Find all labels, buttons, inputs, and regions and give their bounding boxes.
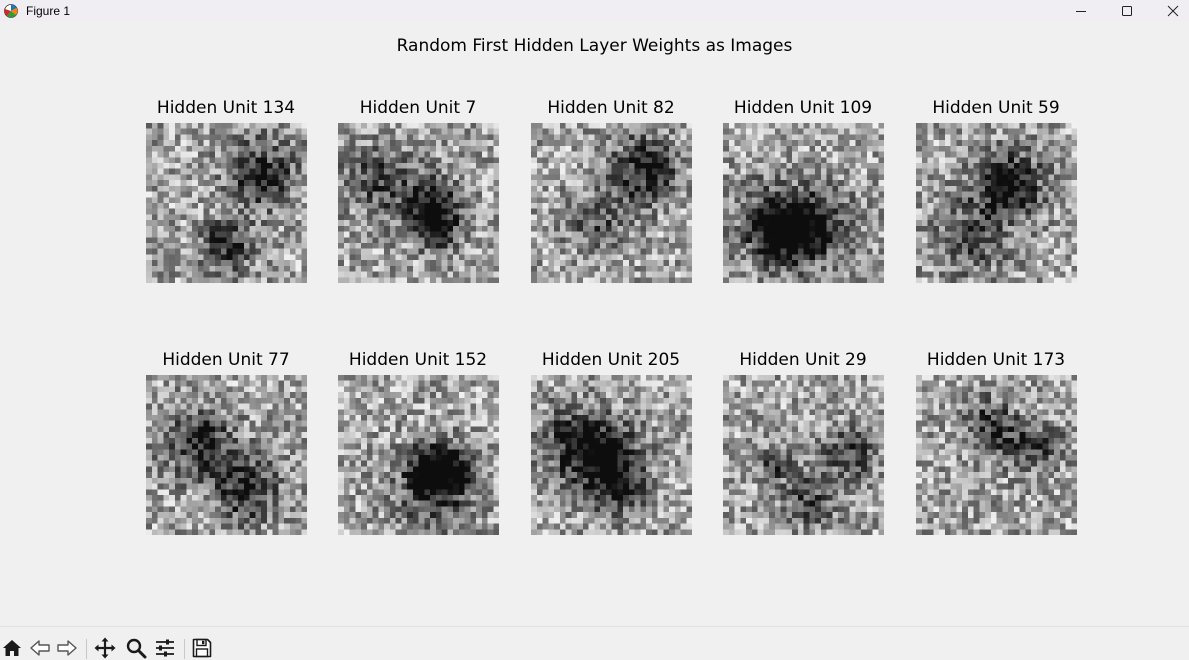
zoom-icon [126, 638, 147, 659]
home-icon [3, 640, 21, 656]
home-button[interactable] [0, 636, 24, 660]
save-button[interactable] [190, 636, 214, 660]
weight-image [338, 375, 499, 535]
maximize-button[interactable] [1104, 0, 1150, 22]
subplot-title: Hidden Unit 173 [926, 350, 1066, 370]
minimize-icon [1076, 11, 1086, 12]
save-icon [192, 638, 212, 658]
window-title: Figure 1 [26, 4, 71, 18]
weight-image [723, 123, 884, 283]
subplot-title: Hidden Unit 29 [739, 350, 867, 370]
configure-subplots-icon [156, 639, 174, 657]
forward-icon [57, 640, 77, 656]
figure-suptitle: Random First Hidden Layer Weights as Ima… [396, 36, 793, 56]
toolbar-separator [184, 639, 185, 659]
zoom-button[interactable] [124, 636, 148, 660]
weight-image [338, 123, 499, 283]
toolbar-separator [86, 639, 87, 659]
navigation-toolbar [0, 626, 1189, 660]
subplot-title: Hidden Unit 77 [162, 350, 290, 370]
weight-image [531, 375, 692, 535]
subplot-title: Hidden Unit 109 [733, 98, 873, 118]
weight-image [146, 375, 307, 535]
forward-button[interactable] [55, 636, 79, 660]
subplot-title: Hidden Unit 134 [156, 98, 296, 118]
close-button[interactable] [1150, 0, 1189, 22]
back-button[interactable] [28, 636, 52, 660]
figure-canvas[interactable]: Random First Hidden Layer Weights as Ima… [0, 22, 1189, 626]
pan-icon [94, 637, 116, 659]
subplot-title: Hidden Unit 82 [547, 98, 675, 118]
subplot-title: Hidden Unit 7 [359, 98, 477, 118]
close-icon [1167, 5, 1179, 17]
subplot-title: Hidden Unit 59 [932, 98, 1060, 118]
subplot-title: Hidden Unit 205 [541, 350, 681, 370]
subplot-title: Hidden Unit 152 [348, 350, 488, 370]
weight-image [916, 375, 1077, 535]
window-titlebar[interactable]: Figure 1 [0, 0, 1189, 22]
weight-image [723, 375, 884, 535]
maximize-icon [1122, 6, 1132, 16]
back-icon [30, 640, 50, 656]
weight-image [916, 123, 1077, 283]
configure-subplots-button[interactable] [153, 636, 177, 660]
matplotlib-icon [4, 4, 18, 18]
weight-image [531, 123, 692, 283]
pan-button[interactable] [93, 636, 117, 660]
minimize-button[interactable] [1058, 0, 1104, 22]
weight-image [146, 123, 307, 283]
